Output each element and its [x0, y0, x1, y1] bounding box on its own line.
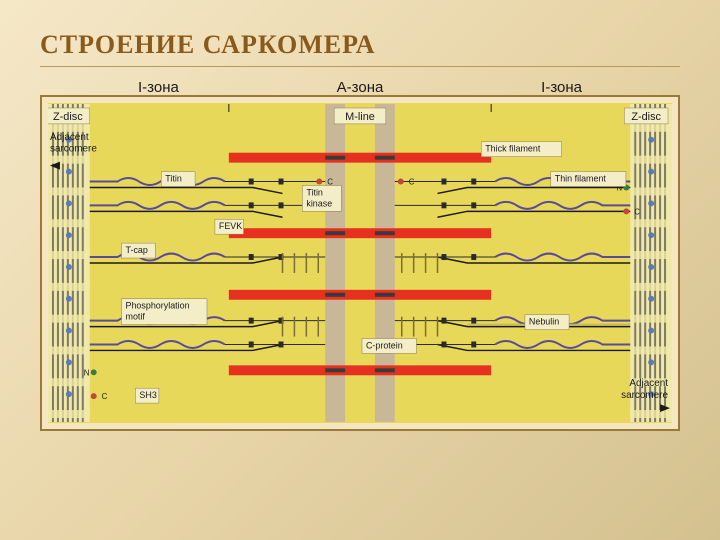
svg-text:C-protein: C-protein [366, 340, 403, 350]
svg-text:Titin: Titin [165, 174, 182, 184]
svg-text:C: C [102, 392, 108, 401]
svg-text:SH3: SH3 [139, 390, 156, 400]
svg-text:T-cap: T-cap [126, 245, 148, 255]
svg-text:C: C [634, 207, 640, 216]
zone-label-i-left: I-зона [138, 79, 179, 96]
diagram-svg: Z-discZ-discAdjacentsarcomereAdjacentsar… [48, 103, 672, 423]
svg-text:sarcomere: sarcomere [621, 390, 668, 401]
zone-label-i-right: I-зона [541, 79, 582, 96]
slide: СТРОЕНИЕ САРКОМЕРА I-зона А-зона I-зона … [0, 0, 720, 540]
page-title: СТРОЕНИЕ САРКОМЕРА [40, 30, 680, 66]
svg-text:C: C [327, 178, 333, 187]
svg-text:Z-disc: Z-disc [631, 111, 661, 123]
svg-text:N: N [84, 368, 90, 377]
svg-text:FEVK: FEVK [219, 221, 242, 231]
svg-text:Nebulin: Nebulin [529, 317, 559, 327]
sarcomere-diagram: I-зона А-зона I-зона Z-discZ-discAdjacen… [48, 103, 672, 423]
svg-text:Thin filament: Thin filament [555, 174, 607, 184]
svg-text:sarcomere: sarcomere [50, 144, 97, 155]
svg-text:Titin: Titin [306, 187, 323, 197]
svg-text:Adjacent: Adjacent [629, 378, 668, 389]
svg-text:C: C [409, 178, 415, 187]
svg-text:motif: motif [126, 312, 146, 322]
title-underline [40, 66, 680, 67]
svg-text:M-line: M-line [345, 111, 375, 123]
diagram-frame: I-зона А-зона I-зона Z-discZ-discAdjacen… [40, 95, 680, 431]
svg-text:Thick filament: Thick filament [485, 144, 541, 154]
svg-text:Adjacent: Adjacent [50, 132, 89, 143]
svg-text:kinase: kinase [306, 198, 332, 208]
zone-labels-row: I-зона А-зона I-зона [48, 79, 672, 96]
svg-text:Z-disc: Z-disc [53, 111, 83, 123]
zone-label-a: А-зона [337, 79, 384, 96]
svg-text:Phosphorylation: Phosphorylation [126, 301, 190, 311]
